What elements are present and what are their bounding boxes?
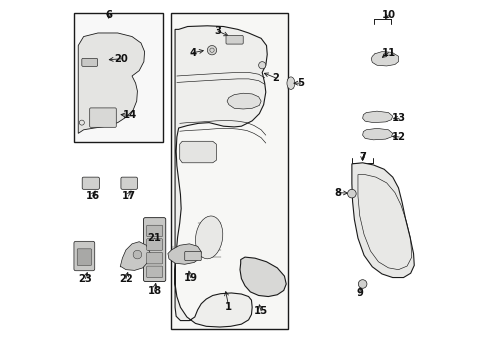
Text: 16: 16 — [86, 191, 99, 201]
FancyBboxPatch shape — [185, 251, 201, 261]
Text: 5: 5 — [297, 78, 304, 88]
FancyBboxPatch shape — [77, 249, 92, 265]
Polygon shape — [180, 141, 216, 163]
Polygon shape — [78, 33, 145, 134]
FancyBboxPatch shape — [144, 218, 166, 282]
Text: 14: 14 — [122, 111, 137, 121]
Circle shape — [207, 45, 217, 55]
Text: 8: 8 — [334, 188, 341, 198]
Text: 18: 18 — [147, 286, 162, 296]
FancyBboxPatch shape — [147, 239, 163, 250]
Text: 10: 10 — [381, 10, 395, 20]
Polygon shape — [363, 111, 393, 123]
FancyBboxPatch shape — [121, 177, 137, 189]
Polygon shape — [168, 244, 201, 264]
Bar — [74, 13, 163, 142]
Text: 20: 20 — [114, 54, 128, 64]
Text: 11: 11 — [381, 48, 395, 58]
Polygon shape — [363, 129, 393, 140]
Text: 15: 15 — [254, 306, 268, 316]
FancyBboxPatch shape — [147, 266, 163, 278]
FancyBboxPatch shape — [147, 225, 163, 237]
Text: 9: 9 — [356, 288, 363, 298]
Text: 22: 22 — [119, 274, 133, 284]
Text: 12: 12 — [392, 132, 406, 142]
Text: 3: 3 — [215, 26, 221, 36]
Text: 2: 2 — [272, 73, 279, 83]
FancyBboxPatch shape — [226, 36, 243, 44]
FancyBboxPatch shape — [82, 58, 98, 66]
Text: 17: 17 — [122, 191, 135, 201]
Ellipse shape — [287, 77, 295, 89]
Polygon shape — [120, 242, 150, 270]
Circle shape — [358, 280, 367, 288]
Circle shape — [133, 250, 142, 259]
Text: 23: 23 — [78, 274, 92, 284]
FancyBboxPatch shape — [82, 177, 99, 189]
Ellipse shape — [196, 216, 223, 259]
Bar — [172, 13, 288, 329]
Polygon shape — [240, 257, 286, 297]
Circle shape — [347, 189, 356, 198]
Circle shape — [259, 62, 266, 69]
Text: 13: 13 — [392, 113, 406, 123]
Text: 1: 1 — [225, 302, 232, 312]
Text: 21: 21 — [147, 233, 162, 243]
FancyBboxPatch shape — [147, 252, 163, 264]
Text: 4: 4 — [190, 48, 196, 58]
FancyBboxPatch shape — [74, 241, 95, 271]
Polygon shape — [175, 26, 267, 327]
Text: 19: 19 — [183, 273, 197, 283]
Polygon shape — [227, 93, 261, 109]
Text: 6: 6 — [105, 10, 112, 20]
Text: 7: 7 — [359, 152, 366, 162]
Polygon shape — [371, 51, 398, 66]
Polygon shape — [352, 163, 414, 278]
FancyBboxPatch shape — [90, 108, 116, 127]
